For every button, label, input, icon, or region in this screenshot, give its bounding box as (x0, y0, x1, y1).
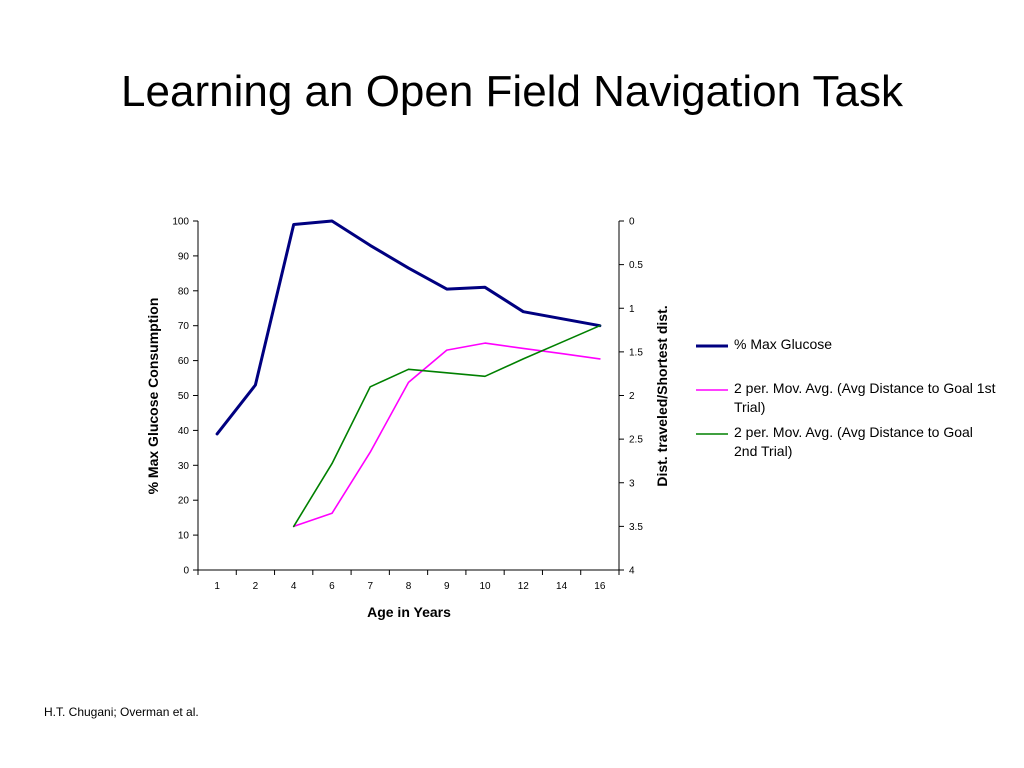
series-2-point (331, 512, 333, 514)
x-tick-label: 10 (479, 581, 491, 592)
y-left-tick-label: 70 (178, 321, 190, 332)
series-2-point (522, 347, 524, 349)
series-3-point (446, 372, 448, 374)
y-right-tick-label: 1.5 (629, 347, 643, 358)
series-3-point (561, 341, 563, 343)
y-left-tick-label: 100 (172, 217, 189, 228)
legend-item-second-trial: 2 per. Mov. Avg. (Avg Distance to Goal 2… (696, 423, 996, 461)
y-left-tick-label: 0 (183, 566, 189, 577)
series-1-point (293, 224, 295, 225)
y-right-tick-label: 1 (629, 304, 635, 315)
source-note: H.T. Chugani; Overman et al. (44, 705, 199, 719)
series-line-3 (292, 324, 601, 528)
slide-title: Learning an Open Field Navigation Task (121, 67, 903, 116)
series-2-point (484, 342, 486, 344)
y-right-tick-label: 0.5 (629, 260, 643, 271)
series-1-point (254, 384, 256, 386)
series-3-point (522, 358, 524, 360)
series-2-point (561, 353, 563, 355)
legend-item-first-trial: 2 per. Mov. Avg. (Avg Distance to Goal 1… (696, 379, 996, 417)
x-tick-label: 16 (594, 581, 606, 592)
y-left-tick-label: 20 (178, 496, 190, 507)
y-left-tick-label: 80 (178, 286, 190, 297)
legend-label-glucose: % Max Glucose (734, 336, 833, 352)
legend-label-second-trial: 2 per. Mov. Avg. (Avg Distance to Goal 2… (734, 424, 973, 459)
series-1-point (331, 220, 333, 222)
legend-item-glucose: % Max Glucose (696, 335, 996, 354)
chart-series (215, 219, 602, 528)
x-tick-label: 1 (214, 581, 220, 592)
series-1-point (369, 244, 371, 246)
series-2-point (369, 451, 371, 453)
chart-axes: 0 10 20 30 40 50 60 70 80 90 100 0 0.5 1 1.5 2 2.5 3 3.5 4 1… (172, 217, 643, 593)
y-left-tick-label: 90 (178, 251, 190, 262)
legend-swatch-second-trial (696, 433, 728, 435)
x-tick-label: 9 (444, 581, 450, 592)
series-3-point (331, 463, 333, 465)
series-2-point (408, 381, 409, 383)
y-right-tick-label: 2 (629, 391, 635, 402)
series-1-point (446, 288, 448, 290)
x-tick-label: 14 (556, 581, 568, 592)
y-left-tick-label: 40 (178, 426, 190, 437)
y-left-tick-label: 50 (178, 391, 190, 402)
x-tick-label: 8 (406, 581, 412, 592)
y-right-tick-label: 4 (629, 566, 635, 577)
series-1-point (561, 318, 563, 320)
y-right-tick-label: 3.5 (629, 522, 643, 533)
x-tick-label: 2 (253, 581, 259, 592)
y-right-tick-label: 2.5 (629, 435, 643, 446)
y-right-tick-label: 0 (629, 217, 635, 228)
series-1-point (522, 311, 524, 313)
chart-legend: % Max Glucose 2 per. Mov. Avg. (Avg Dist… (696, 335, 996, 467)
series-line-2 (292, 342, 601, 528)
series-3-point (599, 325, 601, 327)
series-3-point (408, 368, 409, 370)
x-tick-label: 4 (291, 581, 297, 592)
series-1-point (216, 433, 218, 435)
y-axis-left-label: % Max Glucose Consumption (145, 298, 161, 495)
y-axis-right-label: Dist. traveled/Shortest dist. (654, 305, 670, 486)
x-tick-label: 12 (518, 581, 530, 592)
series-2-point (599, 358, 601, 360)
series-1-point (484, 286, 486, 288)
x-axis-label: Age in Years (367, 604, 451, 620)
series-line-1 (215, 219, 602, 436)
y-left-tick-label: 60 (178, 356, 190, 367)
y-left-tick-label: 10 (178, 531, 190, 542)
x-tick-label: 6 (329, 581, 335, 592)
series-1-point (408, 267, 409, 269)
legend-swatch-first-trial (696, 389, 728, 391)
legend-swatch-glucose (696, 344, 728, 348)
series-3-point (369, 386, 371, 388)
series-3-point (293, 525, 295, 527)
series-3-point (484, 375, 486, 377)
x-tick-label: 7 (367, 581, 373, 592)
series-2-point (446, 349, 448, 351)
y-left-tick-label: 30 (178, 461, 190, 472)
y-right-tick-label: 3 (629, 478, 635, 489)
legend-label-first-trial: 2 per. Mov. Avg. (Avg Distance to Goal 1… (734, 380, 996, 415)
